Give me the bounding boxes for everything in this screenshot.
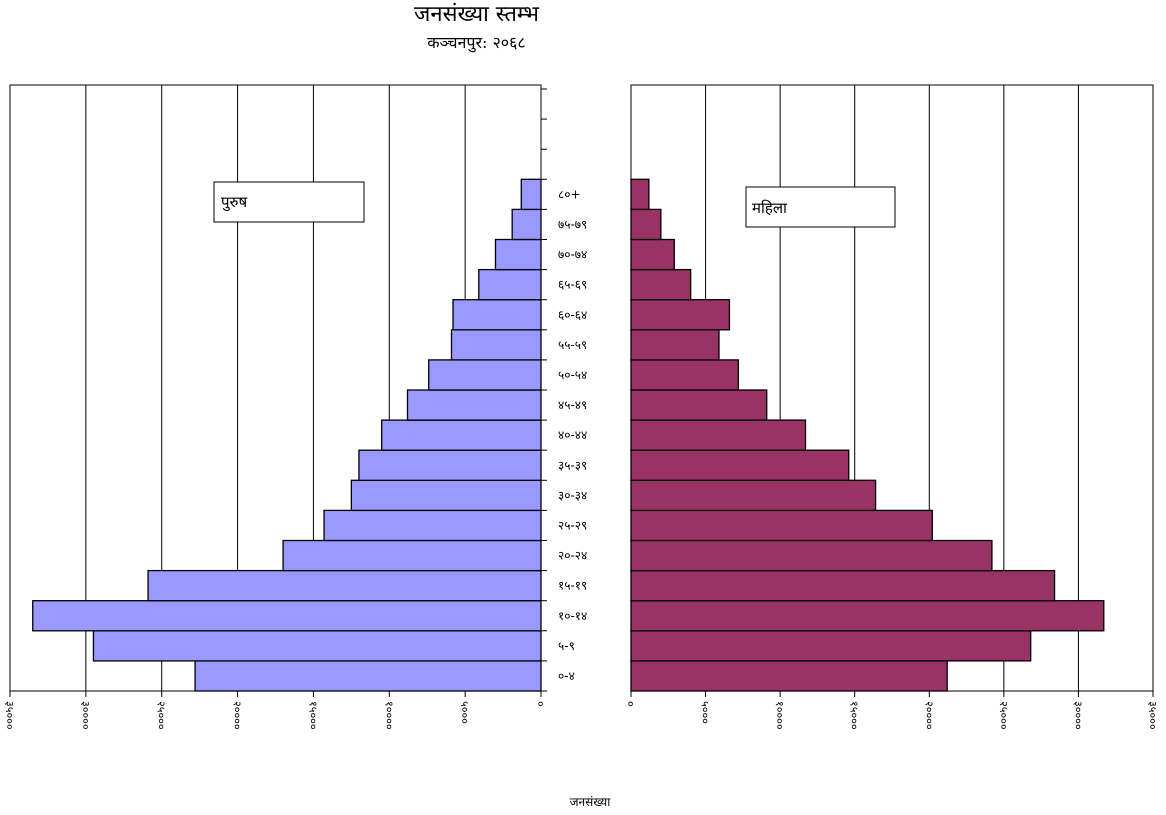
male-tick-label: ० <box>534 701 547 707</box>
age-group-label: ५०-५४ <box>558 368 587 382</box>
legend-box <box>745 186 896 228</box>
male-tick-label: ३५००० <box>3 701 16 730</box>
age-group-label: ५५-५९ <box>558 338 587 352</box>
female-bar <box>630 569 1056 602</box>
male-bar <box>478 268 542 301</box>
female-bar <box>630 389 768 421</box>
male-bar <box>406 389 542 421</box>
male-bar <box>92 630 542 662</box>
female-bar <box>630 630 1032 662</box>
male-bar <box>450 329 542 361</box>
age-group-label: ४५-४९ <box>558 398 587 412</box>
male-bar <box>32 600 542 632</box>
male-bar <box>147 569 542 602</box>
age-group-label: ७०-७४ <box>558 248 587 262</box>
female-bar <box>630 539 993 572</box>
female-bar <box>630 660 948 692</box>
female-tick-label: १०००० <box>773 701 786 730</box>
female-bar <box>630 449 850 481</box>
age-group-label: ३५-३९ <box>558 458 587 472</box>
female-tick-label: ३५००० <box>1146 701 1159 730</box>
male-bar <box>428 359 542 391</box>
male-bar <box>511 208 542 241</box>
age-group-label: १५-१९ <box>558 579 587 593</box>
chart-title: जनसंख्या स्तम्भ <box>414 2 539 27</box>
female-tick-label: २५००० <box>997 701 1010 730</box>
legend-label-male: पुरुष <box>221 193 247 212</box>
female-tick-label: ३०००० <box>1071 701 1084 730</box>
female-bar <box>630 479 877 512</box>
male-tick-label: २०००० <box>231 701 244 730</box>
legend-male: पुरुष <box>213 181 365 223</box>
female-bar <box>630 359 740 391</box>
female-tick-label: २०००० <box>922 701 935 730</box>
female-tick-label: १५००० <box>848 701 861 730</box>
female-bar <box>630 509 933 542</box>
female-bar <box>630 178 650 211</box>
age-group-label: १०-१४ <box>558 609 587 623</box>
age-group-label: ४०-४४ <box>558 428 587 442</box>
male-bar <box>194 660 542 692</box>
female-bar <box>630 238 675 271</box>
male-bar <box>452 299 542 331</box>
female-bar <box>630 299 731 331</box>
x-axis-label: जनसंख्या <box>569 795 611 809</box>
legend-label-female: महिला <box>752 199 788 217</box>
male-bar <box>358 449 542 481</box>
age-group-label: २५-२९ <box>558 518 587 532</box>
male-bar <box>494 238 542 271</box>
age-group-label: २०-२४ <box>558 549 587 563</box>
age-group-label: ०-४ <box>558 669 575 683</box>
legend-female: महिला <box>745 186 896 228</box>
male-bar <box>282 539 542 572</box>
male-bar <box>381 419 542 451</box>
age-group-label: ३०-३४ <box>558 488 587 502</box>
female-bar <box>630 419 807 451</box>
male-tick-label: ५००० <box>458 701 471 724</box>
male-tick-label: २५००० <box>155 701 168 730</box>
legend-box <box>213 181 365 223</box>
age-group-label: ५-९ <box>558 639 575 653</box>
male-bar <box>520 178 542 211</box>
male-bar <box>323 509 542 542</box>
male-bar <box>350 479 542 512</box>
age-group-label: ७५-७९ <box>558 217 587 231</box>
female-bar <box>630 329 720 361</box>
age-group-label: ६०-६४ <box>558 308 587 322</box>
chart-subtitle: कञ्चनपुर: २०६८ <box>427 33 526 52</box>
female-bar <box>630 600 1105 632</box>
female-bar <box>630 268 692 301</box>
female-bar <box>630 208 662 241</box>
male-tick-label: ३०००० <box>79 701 92 730</box>
male-tick-label: १०००० <box>382 701 395 730</box>
age-group-label: ८०+ <box>558 187 581 201</box>
female-tick-label: ५००० <box>699 701 712 724</box>
male-tick-label: १५००० <box>306 701 319 730</box>
age-group-label: ६५-६९ <box>558 278 587 292</box>
female-tick-label: ० <box>624 701 637 707</box>
